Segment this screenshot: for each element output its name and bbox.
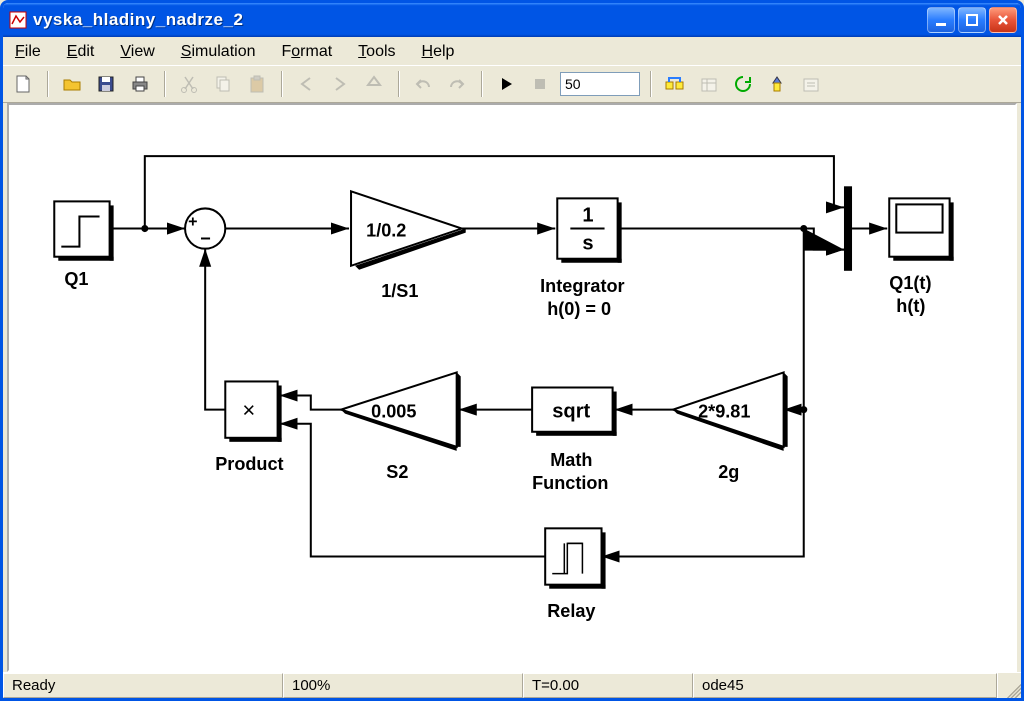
svg-text:2*9.81: 2*9.81 [698,402,750,422]
menu-help[interactable]: Help [416,41,461,63]
sqrt-label1: Math [550,450,592,470]
stop-time-input[interactable] [560,72,640,96]
menu-edit[interactable]: Edit [61,41,101,63]
undo-icon [409,70,437,98]
new-icon[interactable] [9,70,37,98]
scope-label2: h(t) [896,296,925,316]
svg-text:0.005: 0.005 [371,402,416,422]
block-gain-s1[interactable]: 1/0.2 1/S1 [351,191,466,301]
app-window: vyska_hladiny_nadrze_2 File Edit View Si… [0,0,1024,701]
menu-view[interactable]: View [114,41,160,63]
open-icon[interactable] [58,70,86,98]
status-zoom: 100% [283,673,523,698]
integrator-label2: h(0) = 0 [547,299,611,319]
block-product[interactable]: × Product [215,381,283,474]
back-icon [292,70,320,98]
block-step[interactable]: Q1 [54,201,113,288]
menubar: File Edit View Simulation Format Tools H… [3,37,1021,65]
play-icon[interactable] [492,70,520,98]
svg-text:+: + [188,213,197,231]
product-label: Product [215,454,283,474]
block-gain-s2[interactable]: 0.005 S2 [341,372,461,482]
paste-icon [243,70,271,98]
status-time: T=0.00 [523,673,693,698]
forward-icon [326,70,354,98]
window-title: vyska_hladiny_nadrze_2 [33,10,927,30]
maximize-button[interactable] [958,7,986,33]
block-scope[interactable]: Q1(t) h(t) [889,198,953,316]
library-browser-icon[interactable] [661,70,689,98]
close-button[interactable] [989,7,1017,33]
minimize-button[interactable] [927,7,955,33]
statusbar: Ready 100% T=0.00 ode45 [3,672,1021,698]
gain-2g-label: 2g [718,462,739,482]
redo-icon [443,70,471,98]
model-canvas[interactable]: Q1 + − 1/0.2 1/S1 1 s [7,103,1017,672]
svg-text:1/0.2: 1/0.2 [366,221,406,241]
copy-icon [209,70,237,98]
refresh-icon[interactable] [729,70,757,98]
status-ready: Ready [3,673,283,698]
resize-grip[interactable] [997,673,1021,698]
debug-icon [797,70,825,98]
titlebar: vyska_hladiny_nadrze_2 [3,3,1021,37]
step-label: Q1 [64,269,88,289]
svg-text:s: s [582,233,593,255]
stop-icon [526,70,554,98]
menu-tools[interactable]: Tools [352,41,401,63]
sqrt-label2: Function [532,473,608,493]
toolbar [3,65,1021,103]
block-gain-2g[interactable]: 2*9.81 2g [673,372,788,482]
scope-label1: Q1(t) [889,273,931,293]
block-sum[interactable]: + − [185,208,225,248]
svg-text:sqrt: sqrt [552,401,590,423]
block-sqrt[interactable]: sqrt Math Function [532,388,617,494]
svg-text:1: 1 [582,205,593,227]
integrator-label1: Integrator [540,276,624,296]
up-icon [360,70,388,98]
window-controls [927,7,1017,33]
print-icon[interactable] [126,70,154,98]
block-relay[interactable]: Relay [545,528,605,621]
block-mux[interactable] [844,186,852,271]
build-icon[interactable] [763,70,791,98]
relay-label: Relay [547,601,595,621]
save-icon[interactable] [92,70,120,98]
gain-s1-label: 1/S1 [381,281,418,301]
block-integrator[interactable]: 1 s Integrator h(0) = 0 [540,198,624,319]
app-icon [9,11,27,29]
diagram-svg: Q1 + − 1/0.2 1/S1 1 s [9,105,1015,670]
gain-s2-label: S2 [386,462,408,482]
menu-file[interactable]: File [9,41,47,63]
svg-text:×: × [242,398,255,423]
model-explorer-icon[interactable] [695,70,723,98]
cut-icon [175,70,203,98]
menu-simulation[interactable]: Simulation [175,41,262,63]
svg-text:−: − [200,229,211,249]
menu-format[interactable]: Format [275,41,338,63]
status-solver: ode45 [693,673,997,698]
